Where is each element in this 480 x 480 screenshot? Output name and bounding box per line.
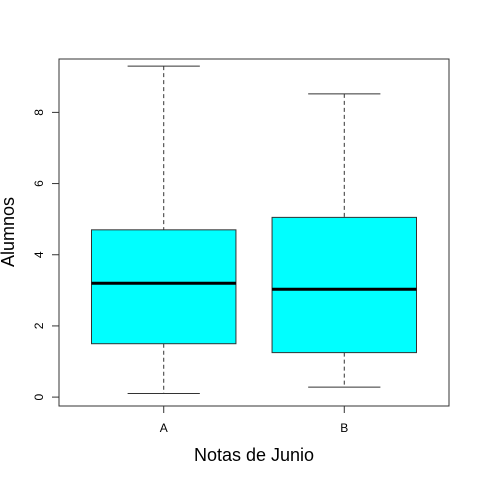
y-tick-label: 6 bbox=[32, 180, 46, 187]
x-tick-label: A bbox=[160, 421, 168, 435]
x-axis-title: Notas de Junio bbox=[194, 445, 314, 465]
y-tick-label: 0 bbox=[32, 393, 46, 400]
y-axis: 0 2 4 6 8 bbox=[32, 109, 60, 400]
iqr-box bbox=[271, 216, 417, 354]
y-tick-label: 8 bbox=[32, 109, 46, 116]
iqr-box bbox=[91, 229, 237, 345]
y-axis-title: Alumnos bbox=[0, 197, 18, 267]
box-B bbox=[271, 93, 417, 388]
y-tick-label: 2 bbox=[32, 322, 46, 329]
x-tick-label: B bbox=[340, 421, 348, 435]
chart-marks bbox=[91, 65, 417, 395]
box-A bbox=[91, 65, 237, 395]
y-tick-label: 4 bbox=[32, 251, 46, 258]
